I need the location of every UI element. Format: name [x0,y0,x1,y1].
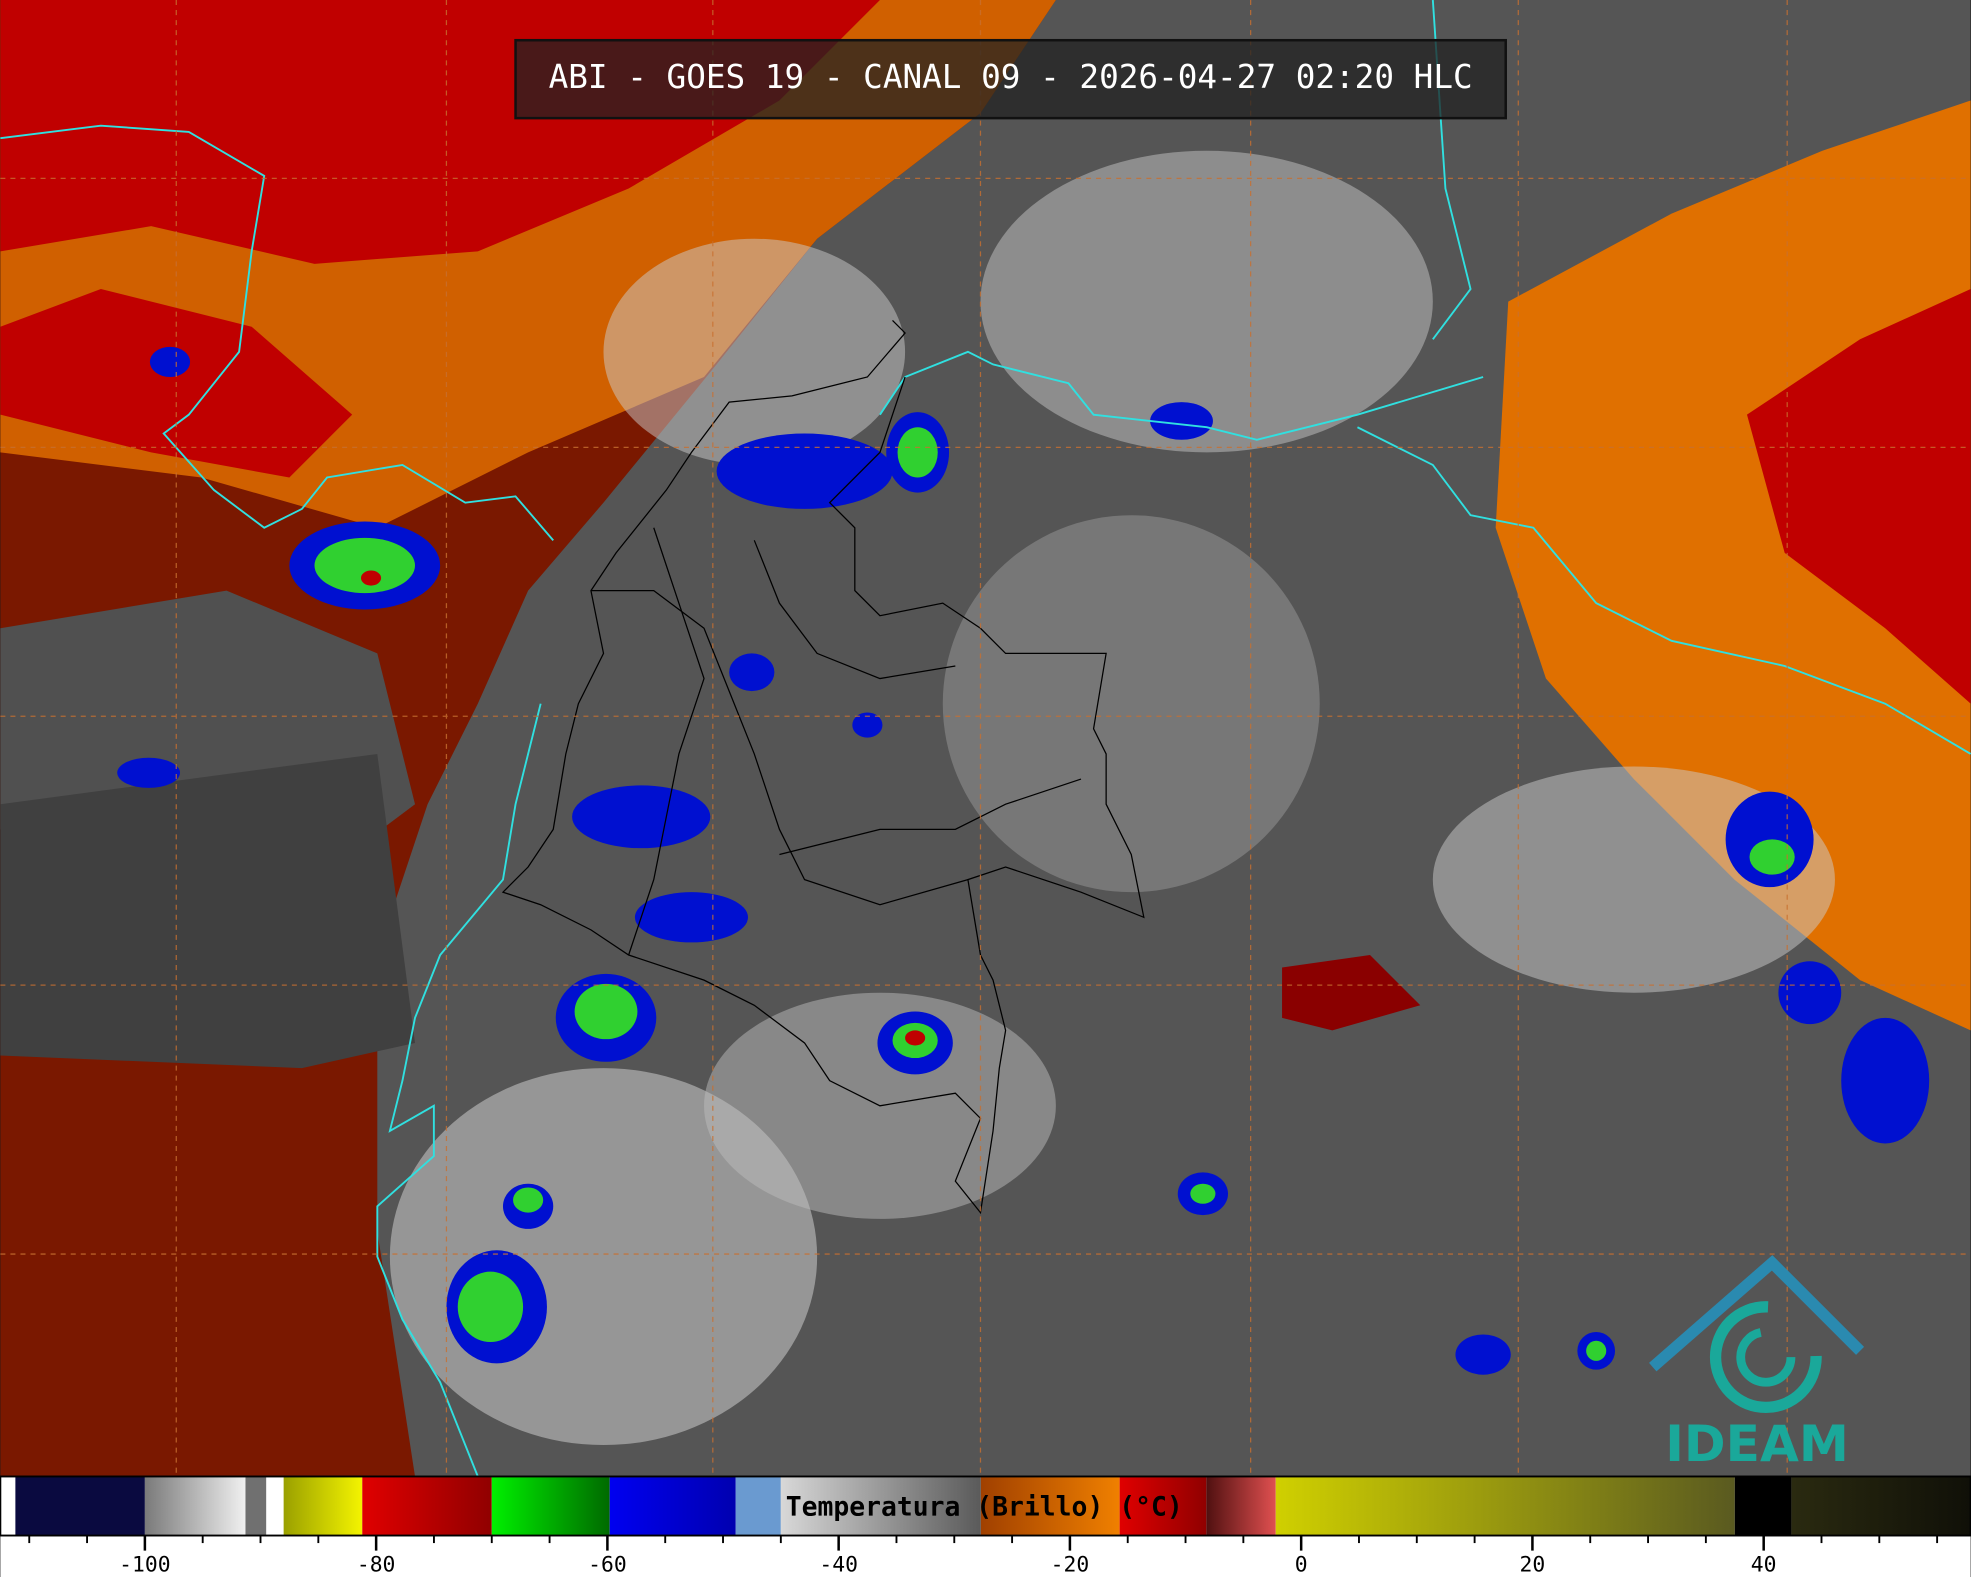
colorbar-segment [15,1476,145,1536]
tick-label: -80 [357,1553,396,1577]
cold-region [1495,100,1971,1031]
logo-text: IDEAM [1665,1414,1849,1473]
colorbar: -100 -80 -60 -40 -20 0 20 40 [0,1476,1971,1577]
title-box [514,38,1507,120]
colorbar-segment [1791,1476,1971,1536]
colorbar-segment [491,1476,610,1536]
cloud [942,515,1320,893]
colorbar-segment [144,1476,246,1536]
colorbar-segment [0,1476,16,1536]
tick-label: -40 [819,1553,858,1577]
tick-label: -60 [588,1553,627,1577]
colorbar-segment [362,1476,492,1536]
title: ABI - GOES 19 - CANAL 09 - 2026-04-27 02… [549,58,1473,96]
tick-label: -100 [119,1553,170,1577]
colorbar-segment [283,1476,363,1536]
colorbar-segment [609,1476,736,1536]
colorbar-segment [1275,1476,1735,1536]
colorbar-segment [245,1476,267,1536]
colorbar-segment [980,1476,1120,1536]
colorbar-segment [1119,1476,1207,1536]
tick-label: -20 [1051,1553,1090,1577]
cold-region [1282,954,1421,1031]
colorbar-segment [780,1476,981,1536]
graticule [0,0,1971,1477]
logo: IDEAM [1649,1255,1865,1473]
border [501,319,1145,1215]
convection [117,346,1930,1375]
colorbar-segment [1734,1476,1792,1536]
satellite-image [0,0,1971,1477]
tick-label: 0 [1295,1553,1308,1577]
colorbar-segment [1206,1476,1276,1536]
tick-label: 20 [1520,1553,1546,1577]
cloud [980,150,1433,453]
colorbar-segment [266,1476,284,1536]
tick-label: 40 [1751,1553,1777,1577]
warm-region [0,753,416,1069]
colorbar-label: Temperatura (Brillo) (°C) [786,1492,1183,1522]
cold-region [1746,289,1971,704]
colorbar-segment [735,1476,781,1536]
cloud [603,238,906,465]
